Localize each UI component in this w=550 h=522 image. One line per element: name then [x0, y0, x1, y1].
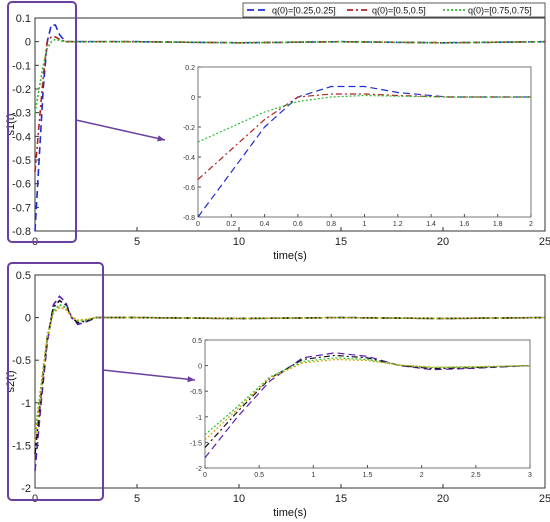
- inset-y-tick-label: -2: [196, 466, 202, 473]
- x-tick-label: 5: [134, 493, 140, 505]
- inset-y-tick-label: -1.5: [190, 440, 202, 447]
- zoom-highlight-box: [7, 262, 104, 501]
- inset-x-tick-label: 1: [311, 472, 315, 479]
- inset-y-tick-label: 0.2: [185, 65, 195, 72]
- x-tick-label: 20: [437, 493, 449, 505]
- x-tick-label: 10: [233, 493, 245, 505]
- y-tick-label: 0: [25, 313, 31, 325]
- y-tick-label: -0.2: [12, 84, 31, 96]
- zoom-highlight-box: [7, 1, 77, 243]
- inset-x-tick-label: 0.5: [254, 472, 264, 479]
- inset-y-tick-label: -0.2: [183, 125, 195, 132]
- y-tick-label: -1.5: [12, 440, 31, 452]
- x-tick-label: 20: [437, 236, 449, 248]
- inset-frame: [204, 339, 531, 469]
- inset-x-tick-label: 1.6: [460, 221, 470, 228]
- series-line-3: [34, 38, 546, 113]
- y-tick-label: -0.5: [12, 355, 31, 367]
- zoom-arrow-head: [157, 135, 165, 142]
- inset-series-line-3: [197, 94, 531, 143]
- inset-series-line-1: [204, 352, 531, 459]
- inset-series-line-2: [197, 93, 531, 180]
- inset-x-tick-label: 1.5: [363, 472, 373, 479]
- inset-x-tick-label: 0.8: [326, 221, 336, 228]
- legend-label-2: q(0)=[0.5,0.5]: [372, 6, 426, 16]
- inset-y-tick-label: -0.8: [183, 215, 195, 222]
- inset-y-tick-label: 0.5: [192, 338, 202, 345]
- inset-x-tick-label: 1.2: [393, 221, 403, 228]
- y-tick-label: -2: [21, 483, 31, 495]
- inset-x-tick-label: 0: [203, 472, 207, 479]
- x-tick-label: 25: [539, 236, 550, 248]
- inset-frame: [197, 66, 532, 218]
- y-tick-label: -0.1: [12, 60, 31, 72]
- inset-series-line-4: [204, 358, 531, 441]
- x-axis-label: time(s): [273, 507, 307, 519]
- inset-x-tick-label: 2.5: [471, 472, 481, 479]
- x-axis-label: time(s): [273, 250, 307, 262]
- zoom-arrow-line: [75, 119, 166, 141]
- y-tick-label: -0.4: [12, 131, 31, 143]
- legend-label-1: q(0)=[0.25,0.25]: [272, 6, 336, 16]
- inset-y-tick-label: 0: [198, 364, 202, 371]
- inset-x-tick-label: 0: [196, 221, 200, 228]
- inset-x-tick-label: 0.4: [260, 221, 270, 228]
- inset-series-line-3: [204, 357, 531, 436]
- inset-plot: 0 0.2 0.4 0.6 0.8 1 1.2 1.4 1.6 1.8 2 0.2 0 -0.2 -0.4 -…: [183, 65, 533, 228]
- y-axis-label: s1(t): [5, 114, 17, 136]
- inset-y-tick-label: -0.6: [183, 185, 195, 192]
- inset-y-tick-label: -0.4: [183, 155, 195, 162]
- x-tick-label: 15: [335, 236, 347, 248]
- legend-box: [242, 2, 546, 18]
- inset-x-tick-label: 1: [363, 221, 367, 228]
- y-tick-label: -1: [21, 398, 31, 410]
- inset-y-tick-label: -1: [196, 415, 202, 422]
- inset-x-tick-label: 2: [420, 472, 424, 479]
- inset-x-tick-label: 0.6: [293, 221, 303, 228]
- inset-series-line-1: [197, 85, 531, 218]
- y-tick-label: -0.8: [12, 226, 31, 238]
- x-tick-label: 10: [233, 236, 245, 248]
- inset-x-tick-label: 3: [528, 472, 532, 479]
- inset-series-line-2: [204, 354, 531, 448]
- y-axis-label: s2(t): [5, 371, 17, 393]
- y-tick-label: 0.5: [16, 270, 31, 282]
- zoom-arrow-line: [102, 369, 196, 381]
- legend-label-3: q(0)=[0.75,0.75]: [468, 6, 532, 16]
- y-tick-label: -0.7: [12, 202, 31, 214]
- series-line-4: [34, 306, 546, 442]
- y-tick-label: 0: [25, 37, 31, 49]
- plot-1: 0 5 10 15 20 250.10-0.1-0.2-0.3-0.4-0.5-0.6-0…: [5, 1, 550, 262]
- x-tick-label: 25: [539, 493, 550, 505]
- y-tick-label: -0.3: [12, 108, 31, 120]
- inset-x-tick-label: 1.8: [493, 221, 503, 228]
- inset-x-tick-label: 0.2: [226, 221, 236, 228]
- x-tick-label: 5: [134, 236, 140, 248]
- x-tick-label: 15: [335, 493, 347, 505]
- y-tick-label: -0.5: [12, 155, 31, 167]
- inset-x-tick-label: 2: [529, 221, 533, 228]
- inset-plot: 0 0.5 1 1.5 2 2.5 3 0.5 0 -0.5 -1 -1.5 -2: [190, 338, 532, 479]
- y-tick-label: -0.6: [12, 179, 31, 191]
- legend: q(0)=[0.25,0.25] q(0)=[0.5,0.5] q(0)=[0.75…: [242, 2, 546, 18]
- inset-y-tick-label: 0: [191, 95, 195, 102]
- inset-x-tick-label: 1.4: [426, 221, 436, 228]
- y-tick-label: 0.1: [16, 13, 31, 25]
- inset-y-tick-label: -0.5: [190, 389, 202, 396]
- zoom-arrow-head: [187, 376, 195, 383]
